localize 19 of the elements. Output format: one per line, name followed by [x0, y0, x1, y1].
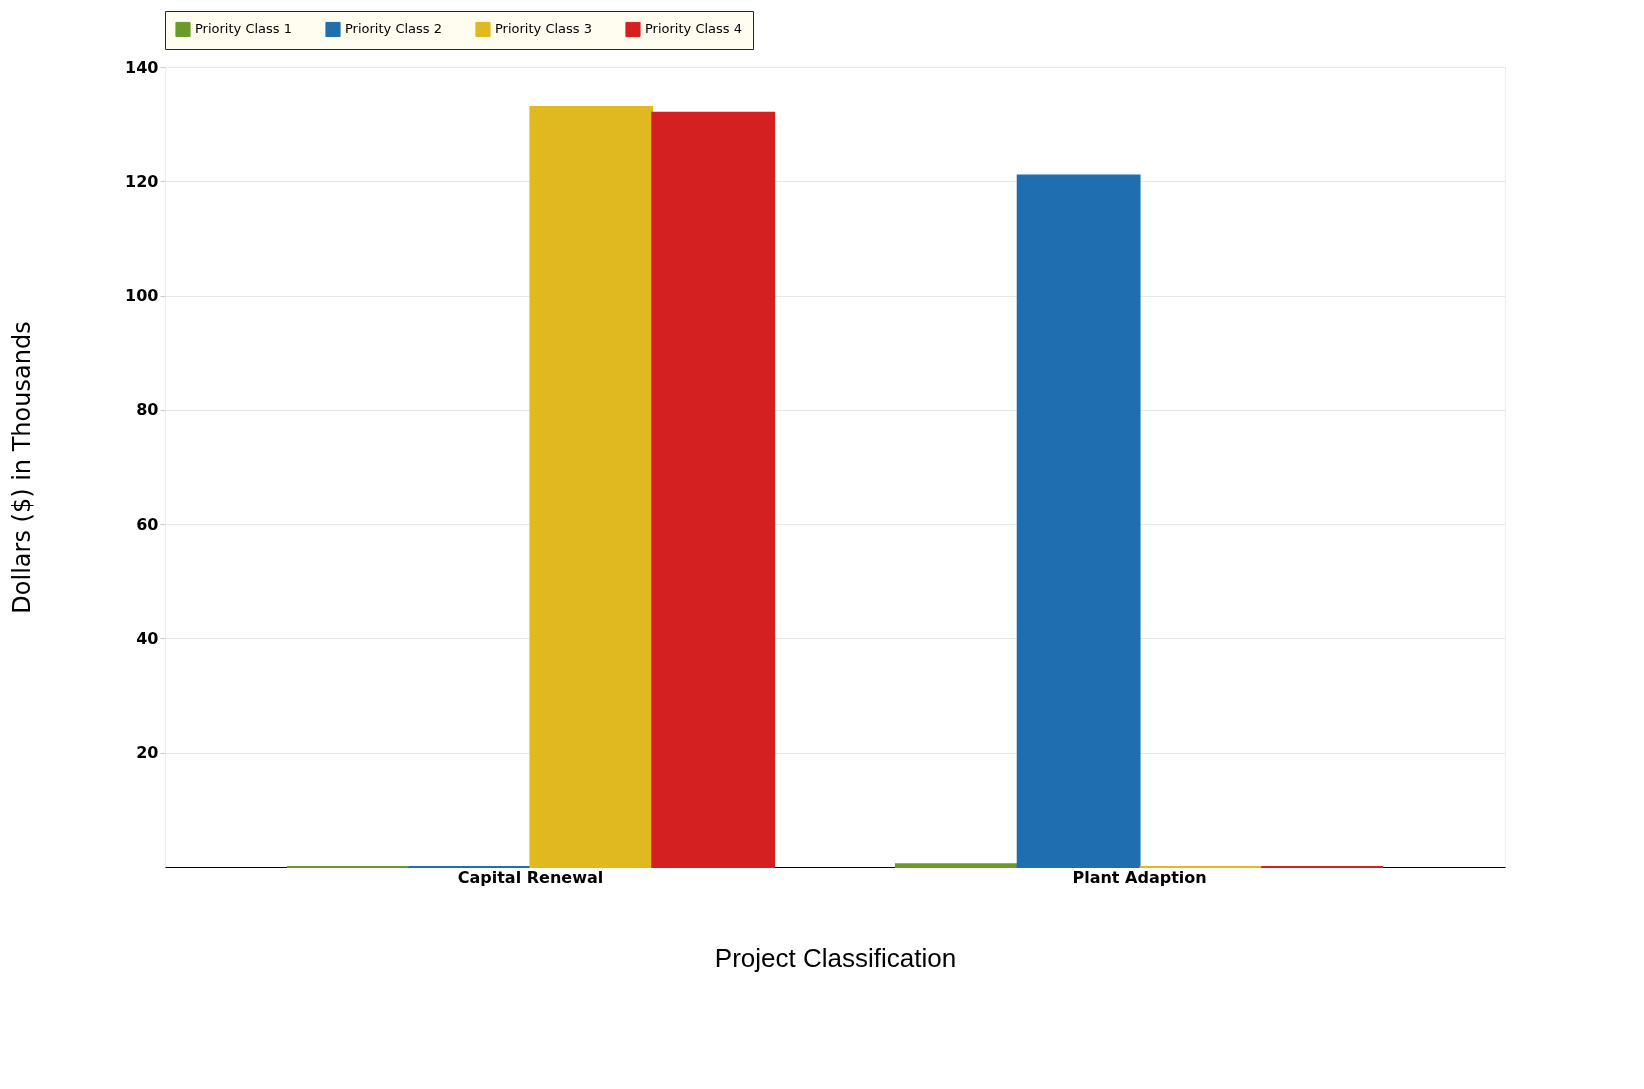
bar [651, 111, 776, 868]
y-tick-label: 20 [136, 743, 159, 763]
y-tick-label: 80 [136, 400, 159, 420]
bar [894, 863, 1019, 868]
y-tick-label: 100 [125, 286, 159, 306]
y-axis-title: Dollars ($) in Thousands [8, 321, 37, 614]
y-tick-label: 40 [136, 628, 159, 648]
legend-label: Priority Class 3 [495, 21, 593, 37]
bar [1016, 174, 1141, 868]
y-tick-label: 60 [136, 514, 159, 534]
legend-label: Priority Class 2 [345, 21, 443, 37]
x-tick-label: Capital Renewal [457, 867, 604, 887]
bar [529, 106, 654, 868]
x-axis-title: Project Classification [714, 942, 957, 973]
legend-label: Priority Class 4 [645, 21, 743, 37]
y-tick-label: 120 [125, 171, 159, 191]
y-tick-label: 140 [125, 57, 159, 77]
x-tick-label: Plant Adaption [1072, 867, 1207, 887]
legend-label: Priority Class 1 [195, 21, 293, 37]
